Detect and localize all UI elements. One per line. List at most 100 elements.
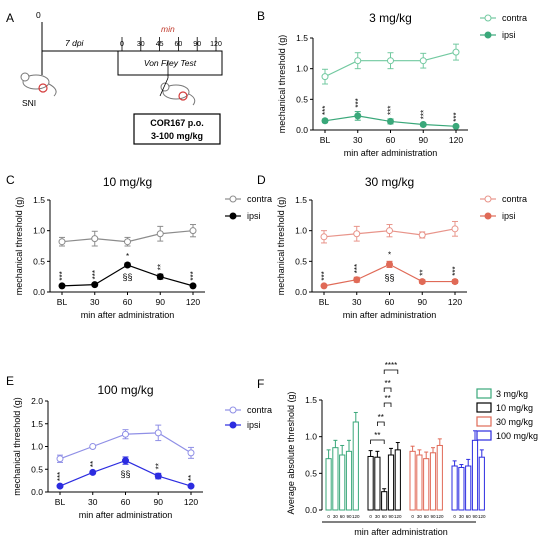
y-tick-label: 0.5 (31, 464, 43, 474)
panel-label: D (257, 173, 266, 187)
x-tick-label: 90 (419, 135, 429, 145)
bar-tick-label: 120 (436, 514, 444, 519)
data-point-ipsi (418, 278, 426, 286)
y-tick-label: 0.0 (33, 287, 45, 297)
bar (416, 454, 423, 511)
drug-line2: 3-100 mg/kg (151, 131, 203, 141)
y-axis-label: mechanical threshold (g) (14, 197, 24, 296)
y-tick-label: 1.5 (295, 195, 307, 205)
bar-tick-label: 120 (394, 514, 402, 519)
panel-label: E (6, 374, 14, 388)
data-point-contra (189, 227, 197, 235)
x-tick-label: 120 (449, 135, 463, 145)
day0-label: 0 (36, 10, 41, 20)
significance-mark: *** (353, 264, 362, 273)
significance-mark: ** (187, 475, 196, 481)
significance-mark: ** (154, 463, 163, 469)
panel-label: F (257, 377, 264, 391)
significance-mark: *** (58, 271, 67, 280)
chart-title: 3 mg/kg (369, 11, 412, 25)
comparison-mark: ** (374, 431, 380, 440)
x-tick-label: BL (55, 497, 66, 507)
bar-tick-label: 0 (369, 514, 372, 519)
data-point-contra (91, 235, 99, 243)
y-tick-label: 2.0 (31, 396, 43, 406)
timepoint-label: 90 (193, 41, 201, 48)
chart-title: 10 mg/kg (103, 175, 152, 189)
bar-tick-label: 0 (453, 514, 456, 519)
section-mark: §§ (384, 272, 394, 282)
x-tick-label: 30 (90, 297, 100, 307)
y-tick-label: 0.5 (295, 256, 307, 266)
data-point-ipsi (320, 282, 328, 290)
data-point-ipsi (452, 122, 460, 130)
comparison-mark: ** (384, 379, 390, 388)
data-point-contra (320, 233, 328, 241)
bar (436, 444, 443, 511)
bar-tick-label: 90 (430, 514, 436, 519)
y-tick-label: 1.5 (296, 33, 308, 43)
bar-tick-label: 60 (424, 514, 430, 519)
legend-label: ipsi (247, 211, 261, 221)
legend-swatch (476, 402, 492, 413)
data-point-contra (156, 230, 164, 238)
y-tick-label: 1.5 (305, 395, 317, 405)
significance-mark: *** (354, 98, 363, 107)
drug-box (133, 113, 221, 145)
legend-label: ipsi (502, 30, 516, 40)
data-point-contra (418, 231, 426, 239)
min-label: min (161, 24, 175, 34)
bar (423, 458, 430, 511)
panel-c: C 10 mg/kg 0.0 0.5 1.0 1.5 BL 30 60 90 120 min afte… (6, 173, 272, 320)
timepoint-label: 0 (120, 41, 124, 48)
bar (458, 466, 465, 511)
comparison-bracket (383, 402, 392, 407)
bar-tick-label: 30 (417, 514, 423, 519)
y-tick-label: 1.5 (31, 419, 43, 429)
significance-mark: *** (452, 112, 461, 121)
bar-tick-label: 30 (375, 514, 381, 519)
bar-tick-label: 0 (411, 514, 414, 519)
data-point-ipsi (187, 482, 195, 490)
bar (374, 456, 381, 511)
data-point-ipsi (58, 282, 66, 290)
data-point-ipsi (124, 261, 131, 269)
bar-tick-label: 90 (346, 514, 352, 519)
x-tick-label: 120 (448, 297, 462, 307)
legend-label: contra (502, 194, 527, 204)
bar (339, 454, 346, 511)
y-tick-label: 1.0 (296, 64, 308, 74)
bar-tick-label: 120 (478, 514, 486, 519)
x-tick-label: 60 (386, 135, 396, 145)
comparison-bracket (383, 369, 399, 374)
panel-a: A 0 7 dpi min 0 30 45 60 90 120 Von Frey Test… (6, 10, 223, 145)
timepoint-label: 30 (137, 41, 145, 48)
significance-mark: ** (156, 264, 165, 270)
sni-label: SNI (22, 98, 36, 108)
bar (345, 450, 353, 511)
x-tick-label: BL (57, 297, 68, 307)
comparison-bracket (370, 439, 385, 444)
legend-label: contra (247, 194, 272, 204)
legend-label: ipsi (247, 420, 261, 430)
legend-label: contra (502, 13, 527, 23)
x-tick-label: 60 (121, 497, 131, 507)
x-axis-label: min after administration (344, 148, 438, 158)
x-tick-label: 30 (353, 135, 363, 145)
test-label: Von Frey Test (144, 58, 197, 68)
x-tick-label: 30 (88, 497, 98, 507)
section-mark: §§ (122, 272, 132, 282)
significance-mark: *** (451, 266, 460, 275)
y-tick-label: 0.5 (33, 256, 45, 266)
y-tick-label: 1.0 (33, 226, 45, 236)
bar (367, 455, 374, 511)
comparison-mark: **** (385, 361, 397, 370)
chart-title: 100 mg/kg (97, 383, 153, 397)
significance-mark: ** (418, 269, 427, 275)
data-point-contra (419, 57, 427, 65)
significance-mark: *** (321, 106, 330, 115)
data-point-contra (124, 238, 131, 246)
legend-marker (484, 31, 492, 39)
x-tick-label: 30 (352, 297, 362, 307)
